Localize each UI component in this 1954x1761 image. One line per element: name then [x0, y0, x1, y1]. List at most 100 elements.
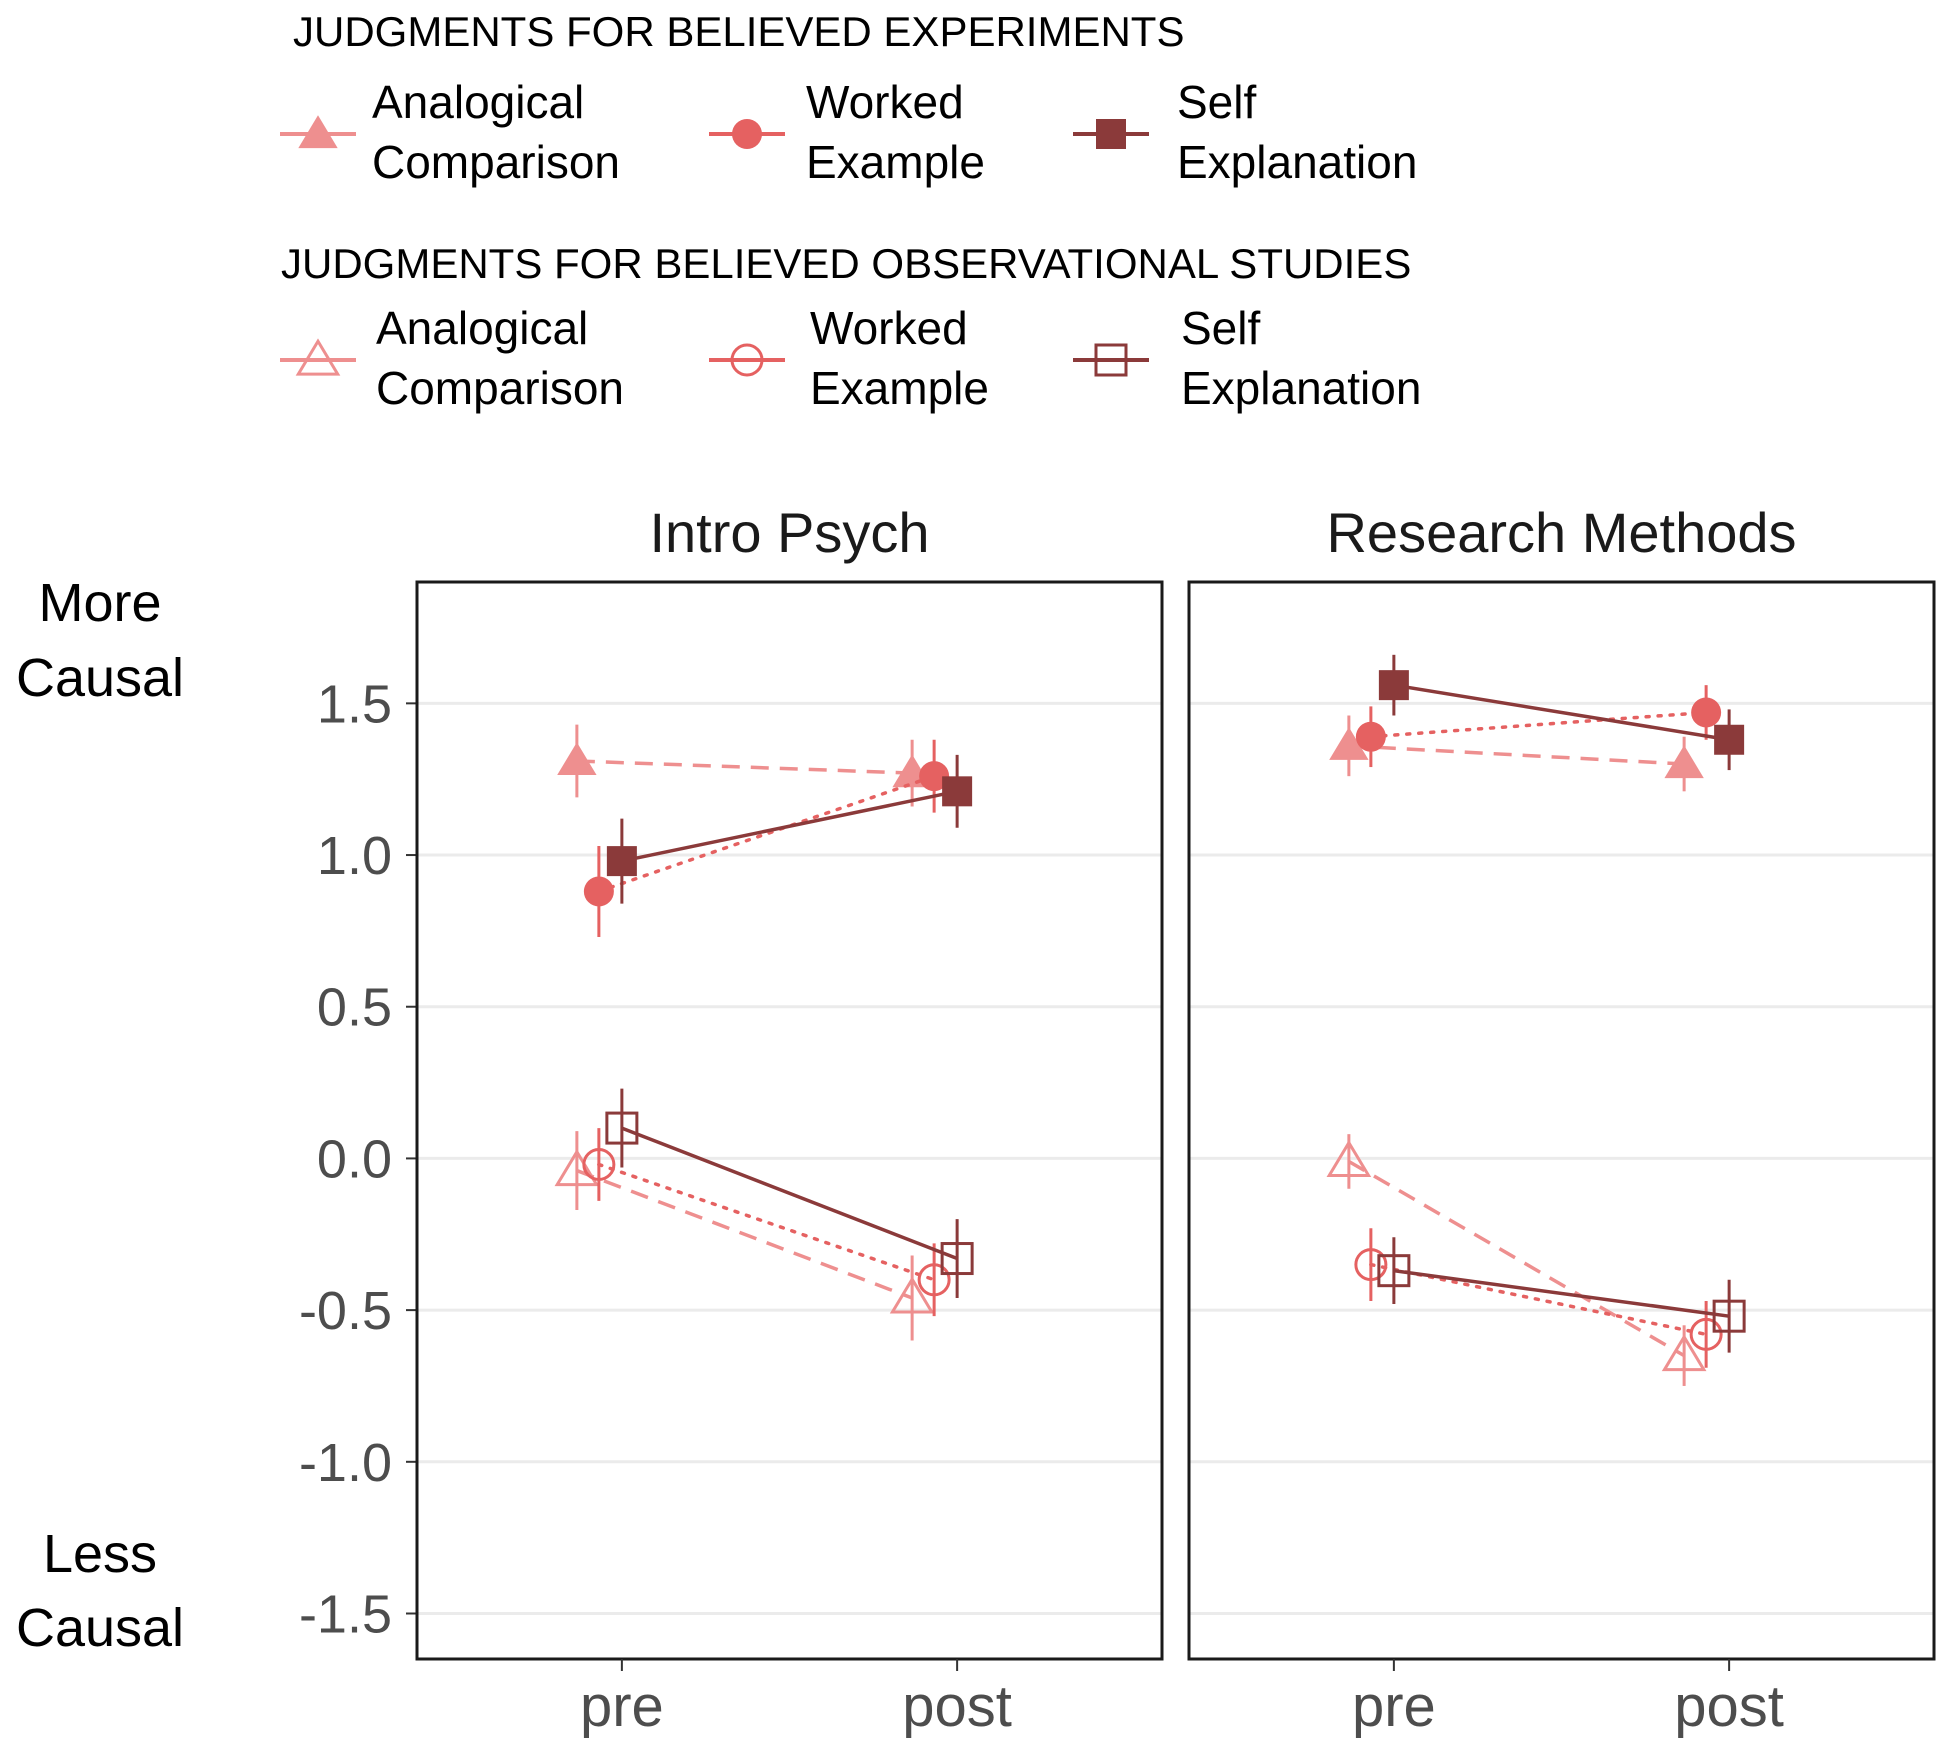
- legend-observational-label-line2: Comparison: [376, 362, 624, 414]
- less-causal-line1: Less: [43, 1524, 157, 1584]
- legend-experiments-square-icon: [1096, 119, 1126, 149]
- series-line: [597, 774, 936, 894]
- axis-annotation-less-causal: Less Causal: [16, 1524, 184, 1658]
- legend-observational-label-line1: Worked: [810, 302, 968, 354]
- legend-observational-label-line1: Self: [1181, 302, 1260, 354]
- data-point: [940, 1242, 974, 1276]
- legend-experiments-label-line2: Explanation: [1177, 136, 1417, 188]
- series-line: [597, 1162, 936, 1282]
- panel-border: [415, 580, 1164, 1661]
- data-point: [1664, 745, 1704, 779]
- data-point: [1378, 670, 1409, 701]
- legend-observational-circle-icon: [730, 343, 764, 377]
- series-experiments-self-explanation: [1378, 654, 1745, 771]
- panel-title: Research Methods: [1326, 501, 1796, 564]
- series-observational-analogical-comparison: [554, 1131, 935, 1341]
- y-tick-label: 0.5: [317, 978, 392, 1038]
- legend-observational-label-line2: Explanation: [1181, 362, 1421, 414]
- legend-observational-label-line2: Example: [810, 362, 989, 414]
- x-tick-label: post: [902, 1674, 1012, 1739]
- legend-experiments-label-line1: Worked: [806, 76, 964, 128]
- legend-observational: JUDGMENTS FOR BELIEVED OBSERVATIONAL STU…: [258, 225, 1648, 437]
- legend-experiments-item-analogical-comparison: Analogical Comparison: [280, 76, 620, 188]
- y-tick-label: -1.0: [299, 1433, 392, 1493]
- legend-observational-item-worked-example: Worked Example: [709, 302, 989, 414]
- legend-experiments-title: JUDGMENTS FOR BELIEVED EXPERIMENTS: [293, 8, 1184, 55]
- data-point: [1355, 721, 1386, 752]
- y-tick-label: 1.0: [317, 826, 392, 886]
- panels: Intro Psych pre post Research Methods pre pos…: [415, 501, 1936, 1739]
- data-point: [1329, 727, 1369, 760]
- series-line: [1369, 1262, 1708, 1337]
- series-line: [1393, 1268, 1730, 1318]
- panel-research-methods: Research Methods pre post: [1187, 501, 1936, 1739]
- data-point: [889, 1276, 935, 1314]
- y-tick-label: 1.5: [317, 674, 392, 734]
- series-experiments-worked-example: [1355, 685, 1722, 768]
- panel-title: Intro Psych: [649, 501, 929, 564]
- legend-observational-title: JUDGMENTS FOR BELIEVED OBSERVATIONAL STU…: [281, 240, 1411, 287]
- series-observational-self-explanation: [605, 1088, 974, 1298]
- data-point: [582, 1147, 616, 1181]
- panel-border: [1187, 580, 1936, 1661]
- series-experiments-self-explanation: [606, 754, 973, 904]
- x-tick-label: pre: [1352, 1674, 1436, 1739]
- legend-observational-item-self-explanation: Self Explanation: [1073, 302, 1421, 414]
- panel-intro-psych: Intro Psych pre post: [415, 501, 1164, 1739]
- legend-experiments-label-line1: Self: [1177, 76, 1256, 128]
- data-point: [1712, 1299, 1746, 1333]
- y-tick-label: -1.5: [299, 1584, 392, 1644]
- series-line: [1369, 710, 1708, 739]
- legend-experiments-triangle-icon: [298, 115, 338, 149]
- data-point: [583, 876, 614, 907]
- legend-experiments: JUDGMENTS FOR BELIEVED EXPERIMENTS Analo…: [262, 0, 1467, 210]
- series-observational-analogical-comparison: [1326, 1134, 1707, 1386]
- legend-observational-square-icon: [1094, 343, 1128, 377]
- data-point: [1661, 1333, 1707, 1372]
- legend-experiments-circle-icon: [732, 119, 762, 149]
- data-point: [557, 742, 597, 776]
- y-tick-label: -0.5: [299, 1281, 392, 1341]
- series-line: [1393, 683, 1730, 742]
- data-point: [919, 761, 950, 792]
- data-point: [1377, 1254, 1411, 1288]
- legend-experiments-label-line2: Comparison: [372, 136, 620, 188]
- legend-experiments-label-line1: Analogical: [372, 76, 584, 128]
- less-causal-line2: Causal: [16, 1598, 184, 1658]
- legend-experiments-item-self-explanation: Self Explanation: [1073, 76, 1417, 188]
- series-experiments-worked-example: [583, 739, 950, 937]
- data-point: [1326, 1139, 1372, 1178]
- legend-experiments-item-worked-example: Worked Example: [709, 76, 985, 188]
- data-point: [1689, 1317, 1723, 1351]
- more-causal-line1: More: [38, 573, 161, 633]
- legend-observational-label-line1: Analogical: [376, 302, 588, 354]
- data-point: [554, 1148, 600, 1187]
- series-observational-self-explanation: [1377, 1237, 1746, 1353]
- series-line: [621, 789, 958, 863]
- y-tick-label: 0.0: [317, 1129, 392, 1189]
- data-point: [942, 776, 973, 807]
- x-tick-label: pre: [580, 1674, 664, 1739]
- legend-experiments-items: Analogical Comparison Worked Example Self Exp…: [280, 76, 1417, 188]
- data-point: [606, 846, 637, 877]
- legend-observational-background: [258, 225, 1648, 437]
- plot-background: [272, 470, 1954, 1761]
- data-point: [1354, 1248, 1388, 1282]
- data-point: [917, 1263, 951, 1297]
- legend-observational-triangle-icon: [295, 338, 341, 376]
- data-point: [1691, 697, 1722, 728]
- legend-experiments-label-line2: Example: [806, 136, 985, 188]
- data-point: [1714, 724, 1745, 755]
- axis-annotation-more-causal: More Causal: [16, 573, 184, 708]
- series-experiments-analogical-comparison: [1329, 715, 1704, 792]
- legend-experiments-background: [262, 0, 1467, 210]
- y-axis: 1.5 1.0 0.5 0.0 -0.5 -1.0 -1.5: [299, 674, 417, 1644]
- series-line: [1347, 1159, 1686, 1358]
- series-line: [576, 1168, 913, 1300]
- series-line: [621, 1126, 958, 1261]
- more-causal-line2: Causal: [16, 648, 184, 708]
- x-tick-label: post: [1674, 1674, 1784, 1739]
- legend-observational-items: Analogical Comparison Worked Example Self Exp…: [280, 302, 1421, 414]
- series-observational-worked-example: [582, 1128, 951, 1317]
